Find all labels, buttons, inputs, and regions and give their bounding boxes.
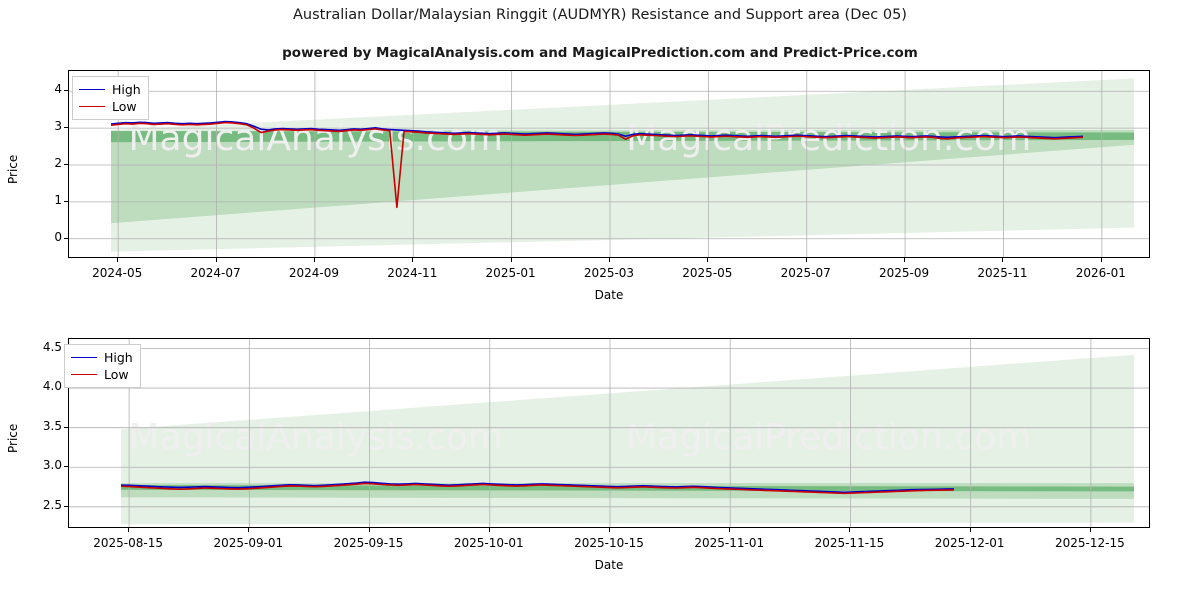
x-tick-mark [1002,258,1004,262]
y-tick-label: 3.0 [42,458,62,473]
x-tick-label: 2025-10-15 [574,536,644,550]
x-tick-label: 2024-05 [92,266,143,280]
x-tick-label: 2025-11 [977,266,1028,280]
x-tick-label: 2025-08-15 [93,536,163,550]
watermark-right: MagicalPrediction.com [626,417,1031,458]
y-tick-label: 4.0 [42,379,62,394]
y-tick-mark [64,426,68,428]
y-tick-label: 2 [54,156,62,170]
overview-legend[interactable]: High Low [72,76,149,120]
x-tick-label: 2024-09 [288,266,339,280]
y-tick-mark [64,90,68,92]
legend-item-high[interactable]: High [79,81,141,98]
x-tick-label: 2025-07 [780,266,831,280]
series-line-low [120,482,955,495]
y-tick-mark [64,237,68,239]
y-tick-mark [64,505,68,507]
x-tick-mark [488,528,490,532]
x-tick-mark [313,258,315,262]
x-tick-mark [412,258,414,262]
y-tick-label: 4 [54,82,62,97]
page-subtitle: powered by MagicalAnalysis.com and Magic… [282,45,918,61]
legend-swatch-high [71,357,97,358]
x-tick-mark [849,528,851,532]
x-tick-label: 2024-11 [387,266,438,280]
overview-plot-svg: MagicalAnalysis.com MagicalPrediction.com [69,71,1149,257]
x-tick-mark [969,528,971,532]
x-tick-label: 2025-12-01 [934,536,1005,550]
x-tick-mark [368,528,370,532]
x-tick-label: 2025-03 [583,266,635,280]
series-line-high [110,120,1084,139]
detail-plot-area: MagicalAnalysis.com MagicalPrediction.com [68,338,1150,528]
series-line-high [120,481,955,494]
x-tick-label: 2025-09-15 [333,536,404,550]
y-tick-label: 3 [54,119,62,134]
x-tick-mark [510,258,512,262]
legend-swatch-high [79,89,105,90]
x-tick-mark [128,528,130,532]
x-tick-mark [215,258,217,262]
legend-swatch-low [79,106,105,107]
x-tick-label: 2025-05 [682,266,733,280]
watermark-right: MagicalPrediction.com [626,118,1031,159]
y-tick-mark [64,466,68,468]
legend-label: Low [104,367,129,382]
x-tick-label: 2025-10-01 [453,536,524,550]
legend-item-low[interactable]: Low [79,98,141,115]
overview-x-axis-label: Date [594,288,624,302]
legend-item-low[interactable]: Low [71,366,133,383]
x-tick-mark [904,258,906,262]
y-tick-label: 0 [54,229,62,244]
y-tick-label: 1 [54,192,62,207]
overview-plot-area: MagicalAnalysis.com MagicalPrediction.com [68,70,1150,258]
x-tick-mark [117,258,119,262]
x-tick-mark [609,258,610,262]
x-tick-label: 2025-01 [485,266,536,280]
legend-label: Low [112,99,137,114]
legend-swatch-low [71,374,97,375]
x-tick-label: 2025-11-15 [814,536,885,550]
legend-label: High [104,350,133,365]
x-tick-mark [729,528,731,532]
x-tick-label: 2024-07 [190,266,241,280]
x-tick-label: 2025-09-01 [213,536,284,550]
detail-x-axis-label: Date [594,558,624,572]
detail-legend[interactable]: High Low [64,344,141,388]
watermark-left: MagicalAnalysis.com [129,417,503,458]
x-tick-mark [248,528,250,532]
x-tick-mark [609,528,610,532]
band-mid-support-resistance [111,129,1134,224]
x-tick-label: 2026-01 [1075,266,1126,280]
page-title: Australian Dollar/Malaysian Ringgit (AUD… [293,7,907,23]
x-tick-label: 2025-09 [879,266,930,280]
y-tick-mark [64,200,68,202]
legend-label: High [112,82,141,97]
x-tick-mark [1089,528,1091,532]
y-tick-mark [64,164,68,165]
y-tick-label: 3.5 [42,418,62,433]
series-line-low [110,121,1084,209]
x-tick-label: 2025-12-15 [1055,536,1125,550]
overview-y-axis-label: Price [6,154,20,184]
detail-plot-svg: MagicalAnalysis.com MagicalPrediction.com [69,339,1149,527]
y-tick-label: 2.5 [42,497,62,512]
x-tick-label: 2025-11-01 [694,536,765,550]
x-tick-mark [1100,258,1102,262]
detail-y-axis-label: Price [6,423,20,453]
y-tick-mark [64,127,68,129]
x-tick-mark [707,258,709,262]
legend-item-high[interactable]: High [71,349,133,366]
y-tick-label: 4.5 [42,339,62,354]
x-tick-mark [805,258,807,262]
